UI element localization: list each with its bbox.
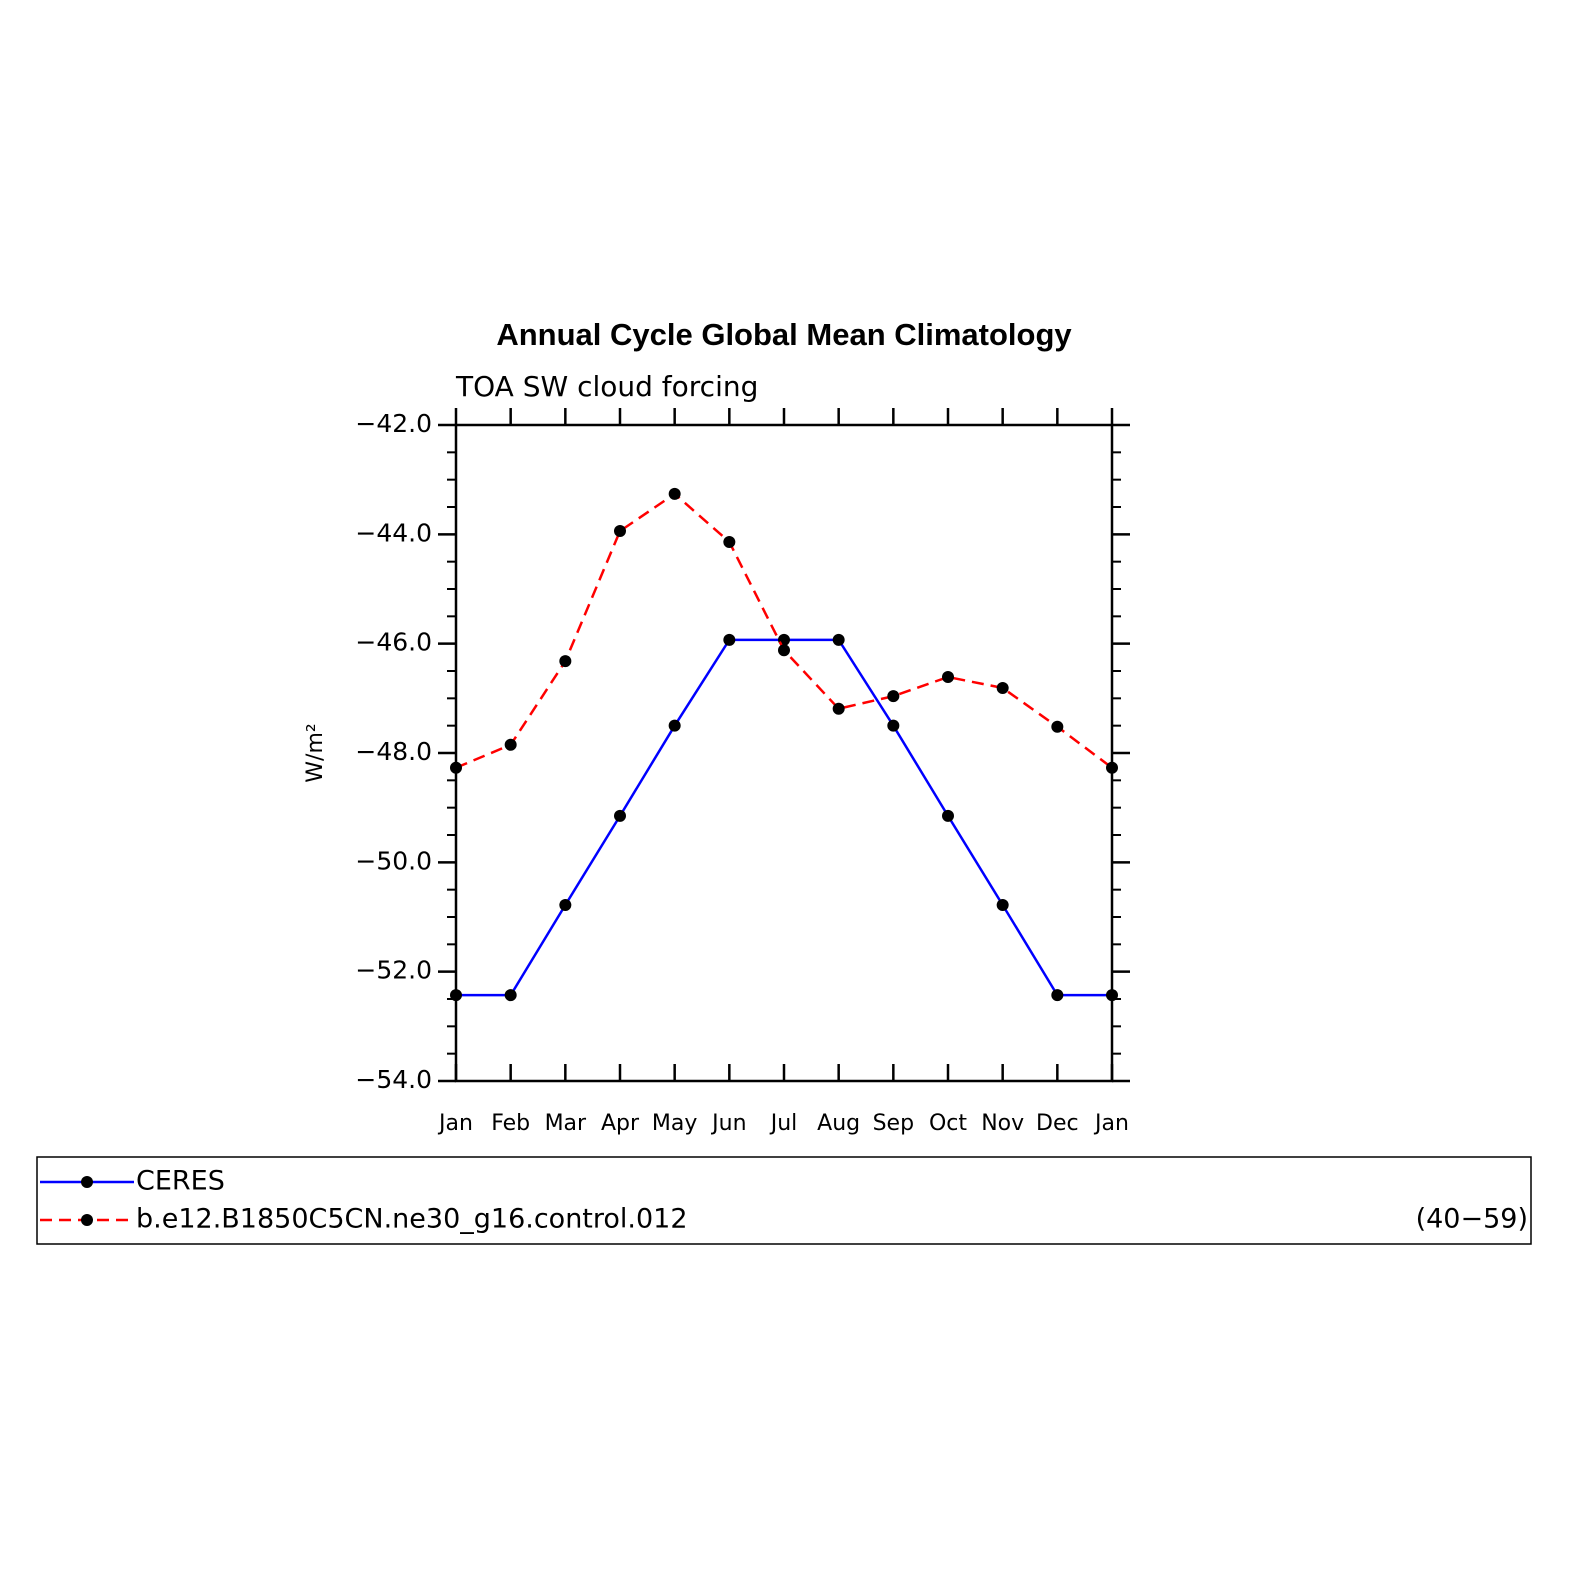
data-point (887, 690, 900, 703)
y-tick-label: −42.0 (355, 409, 432, 438)
x-tick-label: Jun (710, 1111, 746, 1136)
y-tick-label: −52.0 (355, 956, 432, 985)
data-point (996, 898, 1009, 911)
data-point (887, 719, 900, 732)
y-tick-label: −48.0 (355, 737, 432, 766)
data-point (723, 535, 736, 548)
data-point (559, 655, 572, 668)
legend-label: CERES (136, 1166, 225, 1197)
data-point (723, 633, 736, 646)
y-tick-label: −50.0 (355, 846, 432, 875)
legend-box (36, 1156, 1532, 1245)
data-point (1051, 720, 1064, 733)
chart-subtitle: TOA SW cloud forcing (455, 370, 758, 403)
data-point (504, 738, 517, 751)
data-point (504, 989, 517, 1002)
x-tick-label: Jan (1093, 1111, 1129, 1136)
data-point (1106, 761, 1118, 774)
x-tick-label: Nov (981, 1111, 1024, 1136)
data-point (614, 809, 626, 822)
data-point (450, 761, 462, 774)
data-point (614, 525, 626, 538)
x-tick-label: Dec (1036, 1111, 1079, 1136)
x-tick-label: May (652, 1111, 697, 1136)
data-point (942, 671, 954, 684)
data-point (996, 681, 1009, 694)
series-line (456, 638, 1112, 997)
y-tick-label: −46.0 (355, 628, 432, 657)
plot-frame (454, 423, 1114, 1083)
y-axis-label: W/m² (303, 723, 328, 782)
chart-title: Annual Cycle Global Mean Climatology (496, 317, 1072, 352)
data-point (1106, 989, 1118, 1002)
data-point (832, 702, 845, 715)
x-tick-label: Apr (601, 1111, 640, 1136)
legend-label: b.e12.B1850C5CN.ne30_g16.control.012 (136, 1204, 688, 1235)
data-point (942, 809, 954, 822)
data-point (668, 719, 681, 732)
data-point (832, 633, 845, 646)
legend-marker (81, 1214, 93, 1226)
x-tick-label: Feb (491, 1111, 530, 1136)
data-point (668, 487, 681, 500)
x-tick-label: Jul (769, 1111, 798, 1136)
legend-years: (40−59) (1416, 1204, 1528, 1235)
y-tick-label: −44.0 (355, 518, 432, 547)
series-line (455, 492, 1113, 769)
x-tick-label: Sep (873, 1111, 914, 1136)
data-point (559, 898, 572, 911)
legend-marker (81, 1176, 93, 1188)
x-tick-label: Mar (545, 1111, 587, 1136)
data-point (1051, 989, 1064, 1002)
data-point (450, 989, 462, 1002)
y-tick-label: −54.0 (355, 1065, 432, 1094)
x-tick-label: Aug (817, 1111, 860, 1136)
data-point (778, 644, 790, 657)
x-tick-label: Oct (929, 1111, 967, 1136)
x-tick-label: Jan (437, 1111, 473, 1136)
